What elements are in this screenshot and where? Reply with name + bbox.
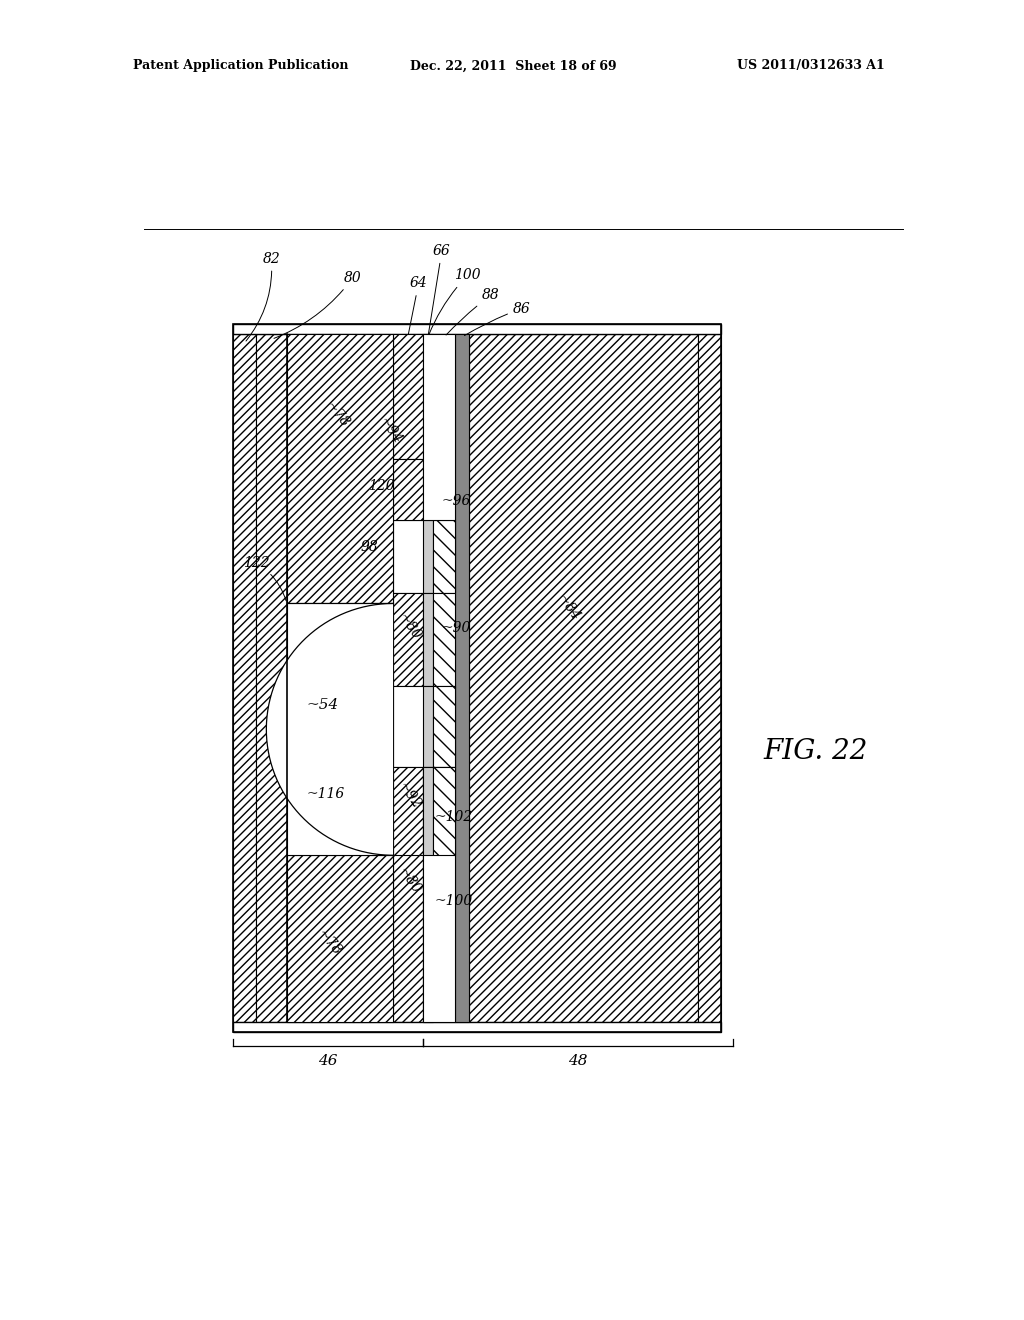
Text: 120: 120 <box>369 479 395 492</box>
Bar <box>393 520 455 594</box>
Bar <box>232 334 256 1022</box>
Text: 64: 64 <box>409 276 427 334</box>
Polygon shape <box>266 603 393 855</box>
Bar <box>256 334 287 1022</box>
Text: 100: 100 <box>429 268 480 334</box>
Bar <box>423 686 432 767</box>
Text: ~78: ~78 <box>314 927 344 958</box>
Text: 80: 80 <box>274 271 361 338</box>
Bar <box>697 334 721 1022</box>
Text: 46: 46 <box>317 1053 337 1068</box>
Text: ~92: ~92 <box>395 780 424 812</box>
Text: ~94: ~94 <box>376 414 404 446</box>
Text: ~90: ~90 <box>442 620 471 635</box>
Bar <box>287 339 393 1018</box>
Text: 82: 82 <box>246 252 281 341</box>
Bar <box>287 334 393 1022</box>
Bar <box>393 334 423 459</box>
Bar <box>287 855 393 1022</box>
Bar <box>393 767 423 855</box>
Bar <box>287 334 393 603</box>
Text: 86: 86 <box>465 301 530 335</box>
Text: 48: 48 <box>567 1053 587 1068</box>
Text: ~102: ~102 <box>434 809 472 824</box>
Text: ~116: ~116 <box>306 787 344 800</box>
Text: ~84: ~84 <box>554 591 583 623</box>
Text: Patent Application Publication: Patent Application Publication <box>133 59 348 73</box>
Bar <box>423 686 432 767</box>
Text: ~96: ~96 <box>442 494 471 508</box>
Text: ~78: ~78 <box>322 400 351 430</box>
Text: 98: 98 <box>360 540 378 554</box>
Text: 88: 88 <box>446 289 500 335</box>
Text: US 2011/0312633 A1: US 2011/0312633 A1 <box>737 59 885 73</box>
Bar <box>423 767 432 855</box>
Text: 122: 122 <box>243 556 286 601</box>
Bar <box>432 334 455 1022</box>
Bar <box>423 334 432 1022</box>
Bar <box>423 334 455 520</box>
Bar <box>432 767 455 855</box>
Text: Dec. 22, 2011  Sheet 18 of 69: Dec. 22, 2011 Sheet 18 of 69 <box>410 59 616 73</box>
Text: ~54: ~54 <box>306 698 339 711</box>
Text: ~80: ~80 <box>395 611 424 643</box>
Bar <box>393 686 455 767</box>
Text: ~80: ~80 <box>395 865 424 896</box>
Bar <box>432 686 455 767</box>
Bar <box>393 459 423 520</box>
Bar <box>423 767 455 1022</box>
Bar <box>232 323 721 334</box>
Text: 66: 66 <box>428 244 451 334</box>
Bar <box>455 334 469 1022</box>
Bar <box>423 594 432 686</box>
Bar <box>432 520 455 594</box>
Bar <box>423 767 432 855</box>
Bar <box>423 520 432 594</box>
Bar <box>423 594 432 686</box>
Bar <box>393 594 423 686</box>
Text: FIG. 22: FIG. 22 <box>764 738 868 764</box>
Bar <box>287 603 393 855</box>
Text: ~100: ~100 <box>434 895 472 908</box>
Bar <box>232 323 721 1032</box>
Bar <box>432 594 455 686</box>
Bar <box>469 334 697 1022</box>
Bar <box>232 1022 721 1032</box>
Bar <box>393 334 423 1022</box>
